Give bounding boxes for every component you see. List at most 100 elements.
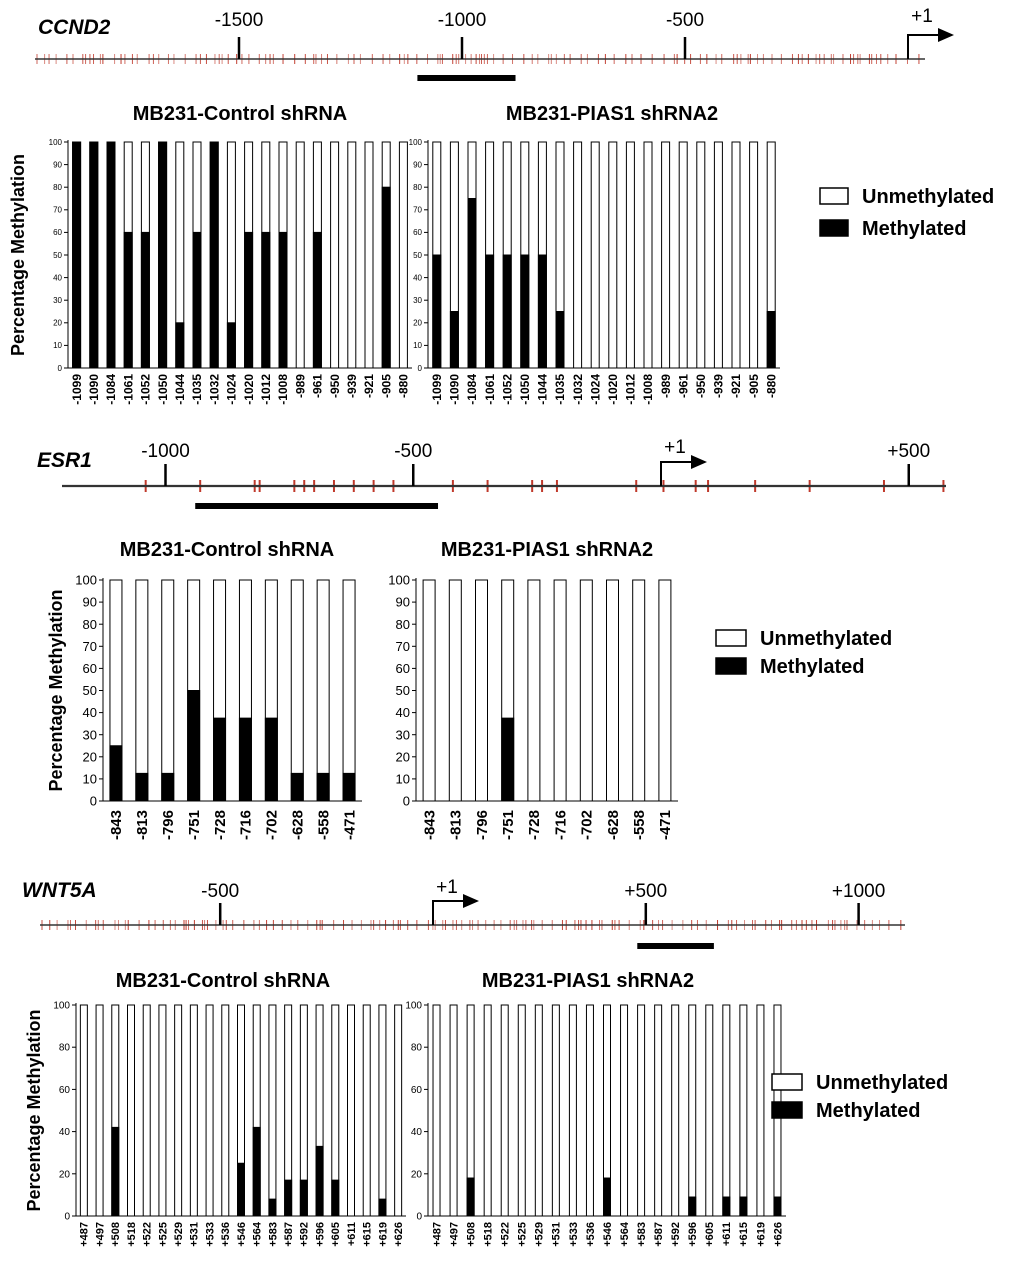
x-tick-label: -813 (134, 810, 151, 840)
x-tick-label: +529 (534, 1222, 546, 1247)
x-tick-label: +611 (346, 1222, 358, 1246)
x-tick-label: -939 (712, 374, 726, 398)
x-tick-label: -1099 (70, 374, 84, 405)
bar-unmethylated (722, 1004, 731, 1217)
legend-label-unmethylated: Unmethylated (816, 1072, 948, 1094)
x-tick-label: -702 (264, 810, 281, 840)
bar-unmethylated (316, 579, 330, 802)
y-tick-label: 50 (83, 683, 97, 698)
x-tick-label: +583 (267, 1222, 279, 1247)
bar-unmethylated (174, 1004, 183, 1217)
x-tick-label: -880 (764, 374, 778, 398)
bar-unmethylated (637, 1004, 646, 1217)
bar-methylated (226, 322, 236, 369)
bar-methylated (109, 745, 123, 802)
x-tick-label: +615 (738, 1222, 750, 1247)
x-tick-label: -880 (397, 374, 411, 398)
bar-unmethylated (347, 141, 357, 369)
y-tick-label: 50 (396, 683, 410, 698)
bar-methylated (111, 1126, 120, 1217)
x-tick-label: -950 (694, 374, 708, 398)
y-tick-label: 60 (53, 228, 62, 237)
bar-unmethylated (579, 579, 593, 802)
x-tick-label: +518 (126, 1222, 138, 1247)
tss-arrow (660, 461, 691, 486)
x-tick-label: +508 (110, 1222, 122, 1247)
y-tick-label: 10 (83, 771, 97, 786)
chart-title: MB231-PIAS1 shRNA2 (506, 103, 718, 125)
bar-methylated (502, 254, 512, 369)
x-tick-label: +533 (204, 1222, 216, 1247)
x-tick-label: -1020 (242, 374, 256, 405)
x-tick-label: -1012 (624, 374, 638, 405)
x-tick-label: +626 (393, 1222, 405, 1247)
y-tick-label: 40 (53, 273, 62, 282)
bar-methylated (315, 1145, 324, 1217)
y-tick-label: 80 (411, 1043, 423, 1054)
y-tick-label: 50 (413, 251, 422, 260)
x-tick-label: -628 (605, 810, 622, 840)
y-tick-label: 90 (83, 595, 97, 610)
y-tick-label: 30 (53, 296, 62, 305)
bar-methylated (237, 1162, 245, 1217)
legend-label-methylated: Methylated (760, 656, 864, 678)
position-label: -500 (201, 881, 239, 902)
x-tick-label: -950 (328, 374, 342, 398)
y-tick-label: 70 (53, 206, 62, 215)
bar-methylated (175, 322, 185, 369)
x-tick-label: +531 (551, 1222, 563, 1247)
x-tick-label: -1052 (139, 374, 153, 405)
bar-unmethylated (739, 1004, 748, 1217)
y-tick-label: 100 (49, 138, 63, 147)
y-tick-label: 0 (64, 1212, 70, 1223)
bar-methylated (467, 198, 477, 369)
bar-unmethylated (342, 579, 356, 802)
legend-label-unmethylated: Unmethylated (862, 186, 994, 208)
position-label: -500 (394, 441, 432, 462)
bar-unmethylated (394, 1004, 403, 1217)
legend-3: Unmethylated Methylated (771, 1072, 948, 1122)
bar-unmethylated (606, 579, 619, 802)
x-tick-label: -921 (729, 374, 743, 398)
y-tick-label: 30 (396, 727, 410, 742)
x-tick-label: -1032 (207, 374, 221, 405)
bar-chart-4: MB231-PIAS1 shRNA2 0 10 20 30 40 50 60 70 80 90 100… (388, 539, 678, 840)
bar-unmethylated (678, 141, 688, 369)
bar-methylated (537, 254, 547, 369)
y-tick-label: 100 (405, 1001, 422, 1012)
bar-unmethylated (713, 141, 723, 369)
x-tick-label: +596 (687, 1222, 699, 1247)
legend-label-unmethylated: Unmethylated (760, 628, 892, 650)
gene-map-ccnd2: CCND2 -1500 -1000 -500 +1 (35, 6, 954, 81)
bar-unmethylated (573, 141, 583, 369)
y-tick-label: 80 (396, 617, 410, 632)
bar-methylated (268, 1198, 277, 1217)
bar-methylated (187, 690, 201, 802)
x-tick-label: -1090 (448, 374, 462, 405)
legend-label-methylated: Methylated (862, 218, 966, 240)
x-tick-label: -728 (526, 810, 543, 840)
y-tick-label: 70 (396, 639, 410, 654)
bar-unmethylated (705, 1004, 714, 1217)
position-label: -1500 (215, 10, 264, 31)
bar-unmethylated (268, 1004, 277, 1217)
bar-unmethylated (553, 579, 567, 802)
bar-methylated (331, 1179, 340, 1217)
bar-methylated (381, 186, 391, 369)
bar-methylated (158, 141, 168, 369)
x-tick-label: -1032 (571, 374, 585, 405)
bar-methylated (123, 231, 133, 369)
x-tick-label: +605 (330, 1222, 342, 1247)
y-tick-label: 60 (413, 228, 422, 237)
y-tick-label: 40 (83, 705, 97, 720)
x-tick-label: -628 (290, 810, 307, 840)
gene-name: ESR1 (37, 449, 92, 472)
x-tick-label: +592 (299, 1222, 311, 1247)
x-tick-label: +508 (465, 1222, 477, 1247)
y-axis-label: Percentage Methylation (24, 1009, 44, 1211)
x-tick-label: +583 (636, 1222, 648, 1247)
bar-methylated (278, 231, 288, 369)
y-tick-label: 40 (413, 273, 422, 282)
bar-unmethylated (658, 579, 672, 802)
